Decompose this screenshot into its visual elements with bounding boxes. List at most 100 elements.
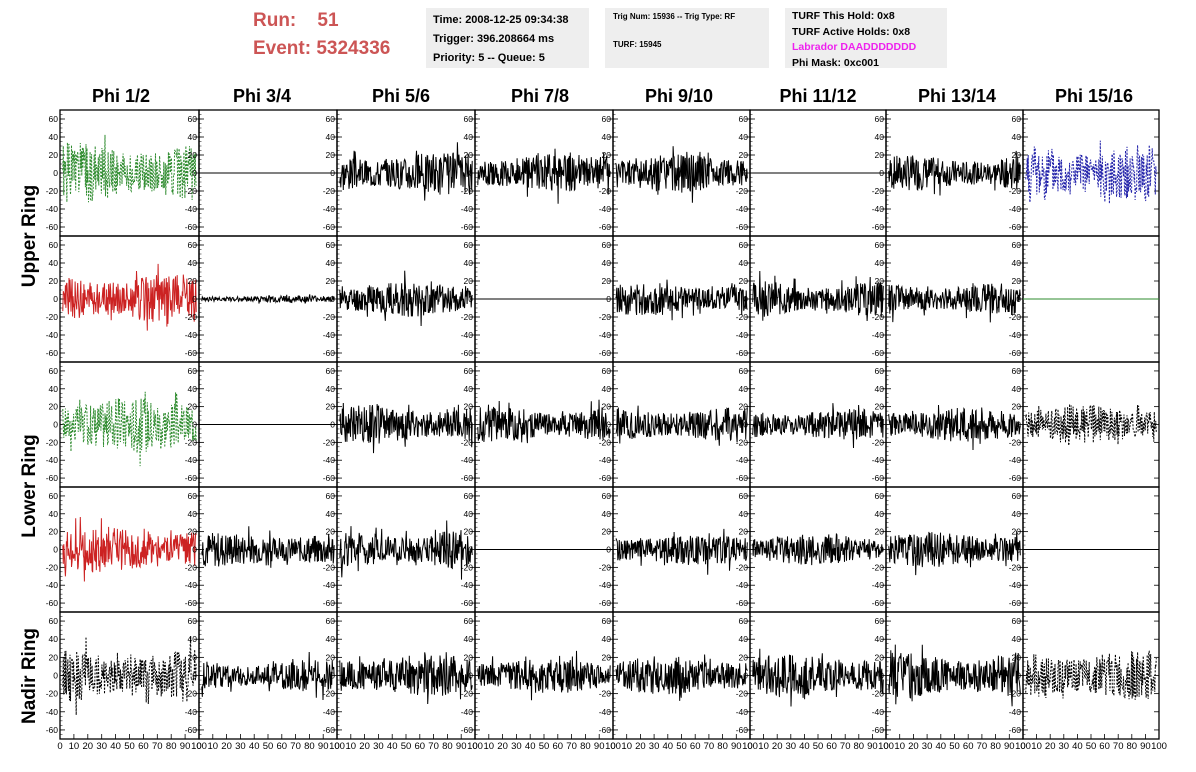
turf-active-holds-text: TURF Active Holds: 0x8 [792,25,911,38]
waveform-trace [888,530,1021,576]
x-tick-label: 0 [883,741,888,752]
y-tick-label: 20 [739,652,749,662]
y-tick-label: -60 [323,725,336,735]
y-tick-label: -60 [872,348,885,358]
y-tick-label: 20 [464,150,474,160]
y-tick-label: -60 [323,473,336,483]
panel-r2-c5: -60 -40 -20 0 20 40 60 [736,361,887,488]
x-tick-label: 60 [415,741,426,752]
y-tick-label: 60 [875,240,885,250]
run-label: Run: [253,10,297,31]
y-tick-label: -60 [599,348,612,358]
x-tick-label: 40 [663,741,674,752]
y-tick-label: 60 [739,491,749,501]
y-tick-label: 40 [464,384,474,394]
y-tick-label: 20 [326,150,336,160]
y-tick-label: 0 [192,294,197,304]
waveform-trace [888,644,1021,707]
y-tick-label: -40 [736,580,749,590]
y-tick-label: 40 [326,384,336,394]
y-tick-label: -60 [872,725,885,735]
y-tick-label: -20 [736,312,749,322]
column-header-phi-5-6: Phi 5/6 [371,86,431,106]
x-tick-label: 70 [152,741,163,752]
y-tick-label: -40 [1009,707,1022,717]
y-tick-label: -60 [461,725,474,735]
y-tick-label: -20 [736,186,749,196]
y-tick-label: 20 [1012,276,1022,286]
y-tick-label: 40 [1012,132,1022,142]
y-tick-label: -20 [461,689,474,699]
y-tick-label: 40 [1012,384,1022,394]
turf-this-hold-text: TURF This Hold: 0x8 [792,10,895,22]
y-tick-label: 0 [879,671,884,681]
panel-r0-c5: -60 -40 -20 0 20 40 60 [736,109,887,237]
y-tick-label: 60 [464,114,474,124]
trig-info-box: Trig Num: 15936 -- Trig Type: RF TURF: 1… [605,8,769,68]
y-tick-label: 60 [739,366,749,376]
x-tick-label: 10 [621,741,632,752]
waveform-trace [201,526,335,568]
y-tick-label: 60 [739,240,749,250]
y-tick-label: 60 [1012,240,1022,250]
y-tick-label: 0 [743,168,748,178]
y-tick-label: -20 [599,312,612,322]
panel-r2-c6: -60 -40 -20 0 20 40 60 [872,361,1024,488]
event-label: Event: [253,38,312,59]
y-tick-label: 0 [1016,294,1021,304]
x-tick-label: 90 [867,741,878,752]
y-tick-label: -20 [323,689,336,699]
y-tick-label: -60 [736,598,749,608]
x-tick-label: 40 [387,741,398,752]
event-number: Event: 5324336 [253,38,390,60]
y-tick-label: -40 [185,580,198,590]
column-header-phi-9-10: Phi 9/10 [644,86,714,106]
y-tick-label: 60 [326,114,336,124]
x-tick-label: 30 [786,741,797,752]
y-tick-label: 40 [602,384,612,394]
panel-r3-c1: -60 -40 -20 0 20 40 60 [185,486,338,613]
y-tick-label: 60 [875,491,885,501]
x-tick-label: 80 [717,741,728,752]
x-tick-label: 70 [977,741,988,752]
y-tick-label: -60 [1009,473,1022,483]
x-tick-label: 20 [908,741,919,752]
y-tick-label: -60 [46,725,59,735]
y-tick-label: 60 [188,491,198,501]
y-tick-label: 0 [468,294,473,304]
x-tick-label: 90 [731,741,742,752]
y-tick-label: -40 [461,455,474,465]
x-tick-label: 90 [180,741,191,752]
y-tick-label: 40 [602,634,612,644]
column-header-phi-11-12: Phi 11/12 [779,86,857,106]
waveform-trace [62,391,197,467]
panel-r1-c0: -60 -40 -20 0 20 40 60 [46,235,200,363]
y-tick-label: 40 [875,634,885,644]
y-tick-label: 40 [464,132,474,142]
y-tick-label: 0 [606,294,611,304]
x-tick-label: 40 [936,741,947,752]
y-tick-label: 20 [464,527,474,537]
x-tick-label: 10 [484,741,495,752]
y-tick-label: -20 [599,186,612,196]
y-tick-label: 0 [330,294,335,304]
panel-r0-c0: -60 -40 -20 0 20 40 60 [46,109,200,237]
y-tick-label: 20 [326,652,336,662]
y-tick-label: 40 [49,132,59,142]
y-tick-label: 0 [743,294,748,304]
x-tick-label: 70 [704,741,715,752]
y-tick-label: 40 [464,258,474,268]
y-tick-label: -20 [736,437,749,447]
x-tick-label: 10 [346,741,357,752]
x-tick-label: 30 [96,741,107,752]
x-tick-label: 30 [649,741,660,752]
x-tick-label: 80 [166,741,177,752]
y-tick-label: -40 [872,330,885,340]
y-tick-label: 0 [606,420,611,430]
x-tick-label: 90 [456,741,467,752]
x-tick-label: 100 [329,741,345,752]
y-tick-label: -40 [599,330,612,340]
y-tick-label: -20 [461,437,474,447]
y-tick-label: 40 [602,258,612,268]
y-tick-label: -60 [599,473,612,483]
